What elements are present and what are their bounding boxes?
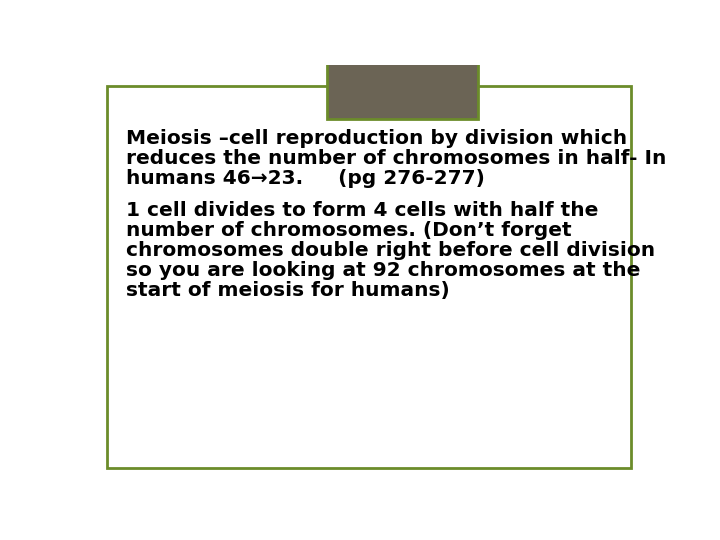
Text: 1 cell divides to form 4 cells with half the: 1 cell divides to form 4 cells with half… [126,201,598,220]
Text: number of chromosomes. (Don’t forget: number of chromosomes. (Don’t forget [126,221,572,240]
Bar [327,58,478,119]
Text: reduces the number of chromosomes in half- In: reduces the number of chromosomes in hal… [126,149,667,168]
Text: start of meiosis for humans): start of meiosis for humans) [126,281,450,300]
Text: humans 46→23.     (pg 276-277): humans 46→23. (pg 276-277) [126,169,485,188]
Text: chromosomes double right before cell division: chromosomes double right before cell div… [126,241,655,260]
Text: Meiosis –cell reproduction by division which: Meiosis –cell reproduction by division w… [126,129,627,149]
Text: so you are looking at 92 chromosomes at the: so you are looking at 92 chromosomes at … [126,261,641,280]
